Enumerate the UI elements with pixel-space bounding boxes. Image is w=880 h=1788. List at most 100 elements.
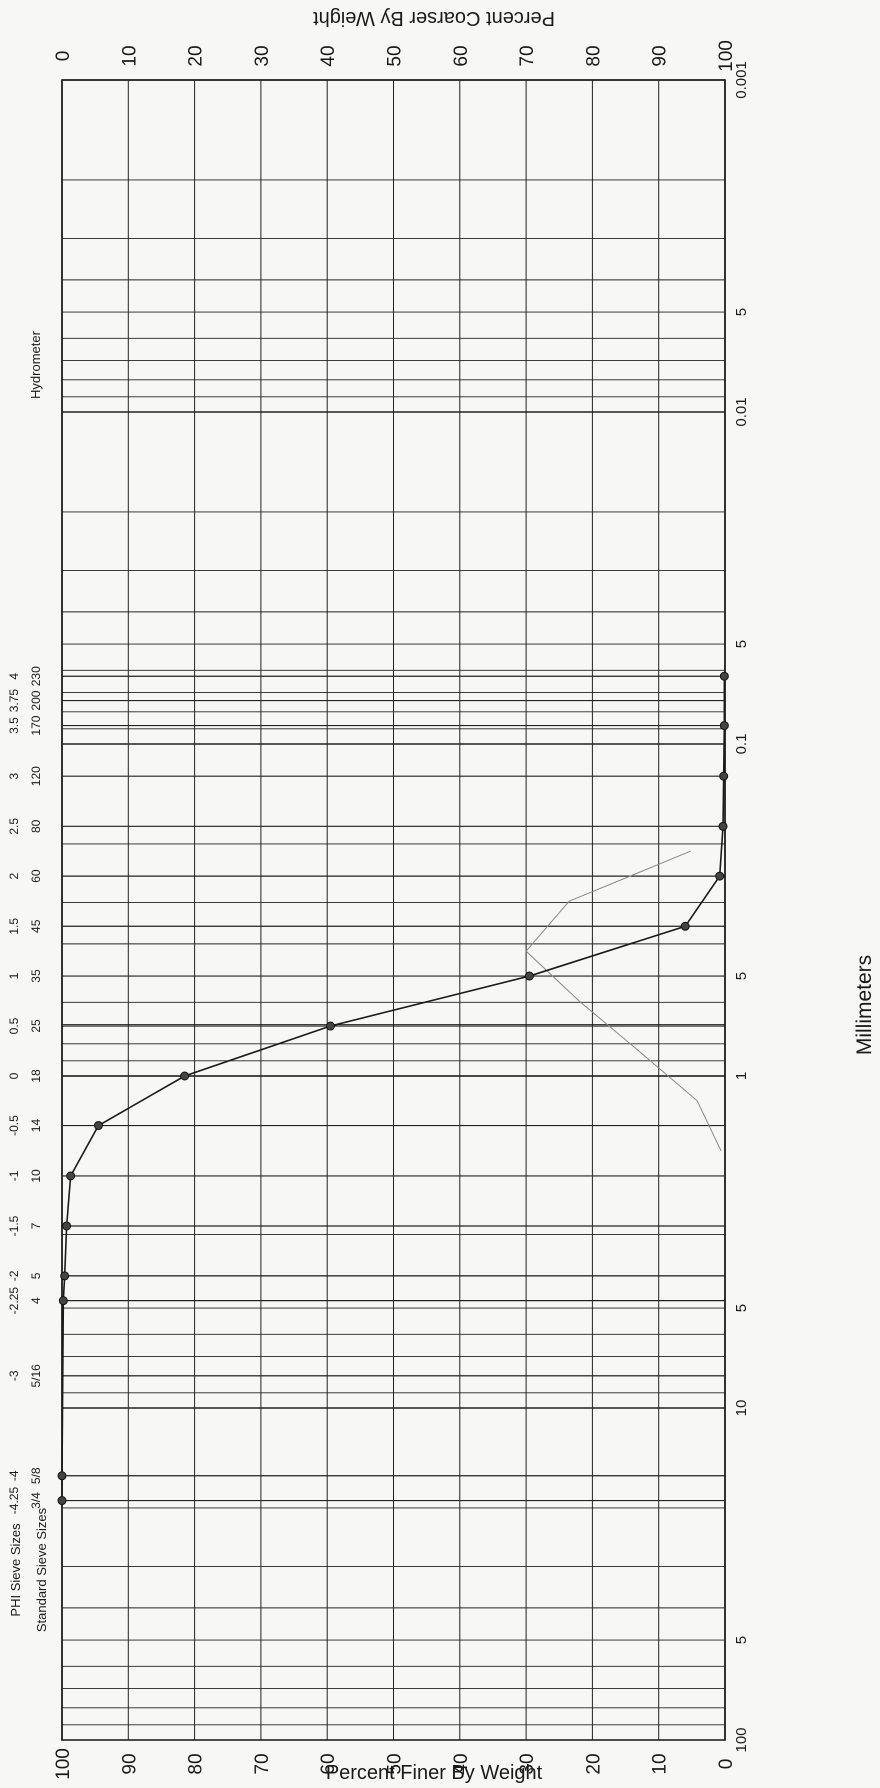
plot-frame: [61, 79, 726, 1741]
phi-size-label: 1: [7, 972, 21, 979]
standard-size-label: 3/4: [29, 1492, 43, 1509]
phi-size-label: -1.5: [7, 1215, 21, 1236]
data-point: [60, 1271, 70, 1281]
data-point: [718, 821, 728, 831]
standard-size-label: 14: [29, 1119, 43, 1133]
millimeter-tick: 10: [733, 1400, 750, 1417]
percent-coarser-tick: 20: [186, 45, 207, 66]
data-point: [680, 921, 690, 931]
millimeter-tick: 0.001: [733, 61, 750, 99]
phi-size-label: -0.5: [7, 1115, 21, 1136]
millimeter-tick: 0.1: [733, 734, 750, 755]
standard-size-label: 18: [29, 1069, 43, 1083]
data-point: [719, 721, 729, 731]
standard-size-label: 5: [29, 1272, 43, 1279]
data-point: [93, 1121, 103, 1131]
percent-coarser-tick: 0: [53, 51, 74, 62]
percent-coarser-tick: 40: [318, 45, 339, 66]
data-point: [180, 1071, 190, 1081]
standard-size-label: 200: [29, 690, 43, 710]
standard-size-label: 120: [29, 766, 43, 786]
percent-coarser-tick: 90: [650, 45, 671, 66]
phi-size-label: 4: [7, 673, 21, 680]
standard-size-label: 80: [29, 819, 43, 833]
millimeter-tick: 5: [733, 1636, 750, 1644]
phi-size-label: 0: [7, 1072, 21, 1079]
x-axis-title: Millimeters: [853, 955, 876, 1055]
standard-size-label: 4: [29, 1297, 43, 1304]
grid-lines: [61, 79, 726, 1741]
phi-size-label: 3: [7, 773, 21, 780]
standard-size-label: 10: [29, 1169, 43, 1183]
standard-size-label: 45: [29, 919, 43, 933]
millimeter-tick: 5: [733, 308, 750, 316]
cumulative-line: [61, 676, 726, 1501]
percent-finer-tick: 50: [385, 1753, 406, 1774]
standard-size-label: 5/16: [29, 1364, 43, 1388]
percent-coarser-tick: 80: [583, 45, 604, 66]
percent-finer-tick: 10: [650, 1753, 671, 1774]
percent-coarser-tick: 100: [716, 40, 737, 72]
percent-finer-tick: 20: [583, 1753, 604, 1774]
phi-size-label: 1.5: [7, 918, 21, 935]
phi-size-label: 2: [7, 872, 21, 879]
percent-finer-tick: 40: [451, 1753, 472, 1774]
histogram: [525, 850, 722, 1151]
percent-finer-tick: 70: [252, 1753, 273, 1774]
percent-finer-tick: 100: [53, 1748, 74, 1780]
percent-coarser-tick: 50: [385, 45, 406, 66]
percent-coarser-tick: 30: [252, 45, 273, 66]
phi-size-label: 3.75: [7, 689, 21, 713]
phi-size-label: -3: [7, 1370, 21, 1381]
percent-coarser-tick: 60: [451, 45, 472, 66]
data-point: [62, 1221, 72, 1231]
phi-size-label: -2.25: [7, 1287, 21, 1315]
standard-size-label: 60: [29, 869, 43, 883]
millimeter-tick: 0.01: [733, 397, 750, 426]
percent-finer-tick: 90: [119, 1753, 140, 1774]
phi-size-label: -4: [7, 1470, 21, 1481]
data-point: [719, 671, 729, 681]
standard-size-label: 230: [29, 666, 43, 686]
percent-finer-tick: 30: [517, 1753, 538, 1774]
frequency-polygon: [525, 850, 722, 1151]
phi-size-label: 3.5: [7, 717, 21, 734]
phi-sieve-label: PHI Sieve Sizes: [8, 1523, 23, 1617]
data-point: [58, 1296, 68, 1306]
data-point: [57, 1471, 67, 1481]
standard-size-label: 25: [29, 1019, 43, 1033]
standard-sieve-label: Standard Sieve Sizes: [34, 1507, 49, 1632]
percent-finer-tick: 0: [716, 1759, 737, 1770]
phi-size-label: 2.5: [7, 818, 21, 835]
millimeter-tick: 5: [733, 640, 750, 648]
millimeter-tick: 5: [733, 972, 750, 980]
millimeter-tick: 1: [733, 1072, 750, 1080]
left-axis-title: Percent Finer By Weight: [326, 1762, 543, 1784]
percent-coarser-tick: 10: [119, 45, 140, 66]
data-point: [66, 1171, 76, 1181]
millimeter-tick: 100: [733, 1727, 750, 1752]
percent-finer-tick: 60: [318, 1753, 339, 1774]
standard-size-label: 7: [29, 1222, 43, 1229]
cumulative-curve: [57, 671, 729, 1506]
phi-size-label: -2: [7, 1270, 21, 1281]
phi-size-label: -1: [7, 1170, 21, 1181]
percent-coarser-tick: 70: [517, 45, 538, 66]
data-point: [715, 871, 725, 881]
data-point: [719, 771, 729, 781]
hydrometer-label: Hydrometer: [28, 330, 43, 399]
standard-size-label: 5/8: [29, 1467, 43, 1484]
phi-size-label: -4.25: [7, 1487, 21, 1515]
data-point: [326, 1021, 336, 1031]
phi-size-label: 0.5: [7, 1017, 21, 1034]
standard-size-label: 35: [29, 969, 43, 983]
millimeter-tick: 5: [733, 1304, 750, 1312]
percent-finer-tick: 80: [186, 1753, 207, 1774]
data-point: [524, 971, 534, 981]
right-axis-title: Percent Coarser By Weight: [313, 7, 555, 29]
data-point: [57, 1496, 67, 1506]
standard-size-label: 170: [29, 715, 43, 735]
